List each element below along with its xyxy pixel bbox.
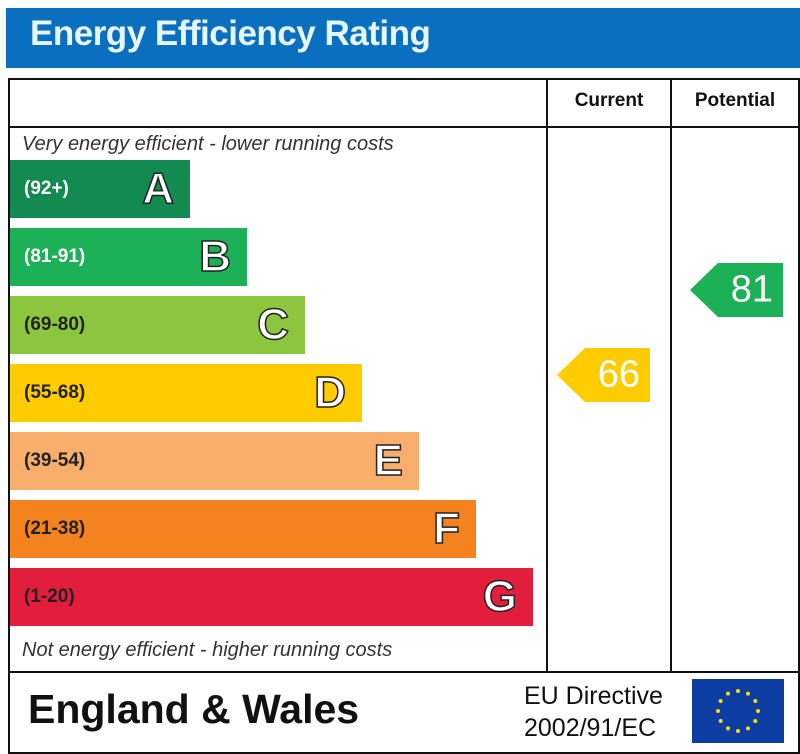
potential-column-divider bbox=[670, 78, 672, 672]
band-range: (55-68) bbox=[24, 382, 86, 403]
band-a: (92+) A bbox=[10, 160, 190, 218]
directive-line2: 2002/91/EC bbox=[524, 714, 657, 742]
band-g: (1-20) G bbox=[10, 568, 533, 626]
band-letter: G bbox=[482, 571, 518, 622]
band-letter: E bbox=[373, 435, 404, 486]
eu-star bbox=[726, 691, 730, 696]
eu-star bbox=[718, 699, 723, 703]
eu-star bbox=[753, 699, 758, 703]
eu-flag-icon bbox=[692, 679, 784, 743]
eu-star bbox=[753, 719, 758, 723]
eu-star bbox=[736, 729, 740, 733]
eu-star bbox=[726, 726, 730, 731]
band-letter: F bbox=[432, 503, 460, 554]
eu-star bbox=[718, 719, 723, 723]
eu-directive: EU Directive 2002/91/EC bbox=[524, 680, 663, 744]
directive-line1: EU Directive bbox=[524, 682, 663, 710]
band-range: (69-80) bbox=[24, 314, 86, 335]
footer-divider bbox=[8, 671, 798, 673]
band-b: (81-91) B bbox=[10, 228, 247, 286]
rating-table bbox=[8, 78, 800, 754]
current-rating-value: 66 bbox=[597, 353, 640, 396]
band-c: (69-80) C bbox=[10, 296, 305, 354]
potential-rating-value: 81 bbox=[730, 268, 773, 311]
band-range: (81-91) bbox=[24, 246, 86, 267]
potential-column-header: Potential bbox=[694, 90, 776, 111]
current-column-divider bbox=[546, 78, 548, 672]
header-divider bbox=[8, 126, 798, 128]
eu-star bbox=[716, 709, 720, 713]
band-range: (39-54) bbox=[24, 450, 86, 471]
eu-star bbox=[756, 709, 760, 713]
eu-star bbox=[746, 726, 750, 731]
bottom-note: Not energy efficient - higher running co… bbox=[22, 639, 393, 661]
band-d: (55-68) D bbox=[10, 364, 362, 422]
band-range: (21-38) bbox=[24, 518, 86, 539]
band-range: (1-20) bbox=[24, 586, 75, 607]
band-letter: B bbox=[198, 231, 231, 282]
band-letter: A bbox=[141, 163, 174, 214]
country-label: England & Wales bbox=[28, 686, 360, 732]
chart-title: Energy Efficiency Rating bbox=[30, 14, 431, 53]
title-bar bbox=[6, 8, 800, 68]
band-f: (21-38) F bbox=[10, 500, 476, 558]
top-note: Very energy efficient - lower running co… bbox=[22, 133, 394, 155]
band-range: (92+) bbox=[24, 178, 69, 199]
band-e: (39-54) E bbox=[10, 432, 419, 490]
band-letter: D bbox=[313, 367, 346, 418]
current-column-header: Current bbox=[574, 90, 644, 111]
eu-star bbox=[746, 691, 750, 696]
band-letter: C bbox=[256, 299, 289, 350]
eu-star bbox=[736, 689, 740, 693]
